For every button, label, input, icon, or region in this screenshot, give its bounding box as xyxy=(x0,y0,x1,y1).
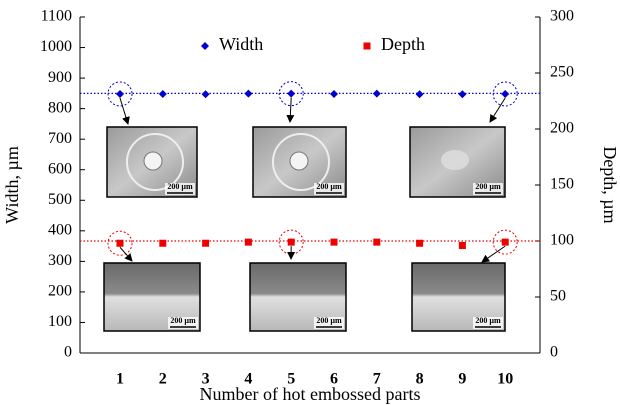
y-tick-label: 500 xyxy=(48,191,72,208)
inset-scale-label: 200 µm xyxy=(167,182,193,191)
y-tick-label: 0 xyxy=(64,344,72,361)
y-tick-label: 800 xyxy=(48,99,72,116)
y-axis-title: Width, µm xyxy=(2,146,22,224)
x-tick-label: 6 xyxy=(330,371,338,388)
x-tick-label: 1 xyxy=(116,371,124,388)
y-tick-label: 900 xyxy=(48,69,72,86)
width-point xyxy=(201,90,210,99)
y2-tick-label: 150 xyxy=(550,176,574,193)
y2-tick-label: 250 xyxy=(550,64,574,81)
depth-point xyxy=(202,239,210,247)
legend-marker xyxy=(201,42,209,50)
callout-arrow xyxy=(119,97,130,125)
inset-core xyxy=(289,151,309,171)
inset-scale-label: 200 µm xyxy=(316,316,342,325)
width-point xyxy=(244,89,253,98)
y-tick-label: 100 xyxy=(48,313,72,330)
x-tick-label: 4 xyxy=(244,371,252,388)
x-tick-label: 9 xyxy=(458,371,466,388)
width-point xyxy=(372,89,381,98)
legend-marker xyxy=(363,42,371,50)
y-tick-label: 400 xyxy=(48,221,72,238)
callout-arrow xyxy=(489,97,506,123)
width-point xyxy=(116,89,124,98)
y-tick-label: 1100 xyxy=(41,8,72,25)
highlight-circle xyxy=(492,81,518,107)
inset-hole xyxy=(272,133,330,191)
y-tick-label: 600 xyxy=(48,160,72,177)
x-tick-label: 2 xyxy=(159,371,167,388)
highlight-circle xyxy=(107,81,133,107)
y-tick-label: 700 xyxy=(48,130,72,147)
highlight-circle xyxy=(492,229,518,255)
inset-scale-bg xyxy=(314,317,344,329)
depth-point xyxy=(116,239,124,247)
y2-tick-label: 0 xyxy=(550,344,558,361)
inset-core xyxy=(143,151,163,171)
highlight-circle xyxy=(278,229,304,255)
depth-point xyxy=(416,239,424,247)
inset-core xyxy=(441,150,469,170)
depth-point xyxy=(458,241,466,249)
x-tick-label: 8 xyxy=(416,371,424,388)
inset-hole xyxy=(126,133,184,191)
highlight-circle xyxy=(107,230,133,256)
inset-scale-label: 200 µm xyxy=(475,316,501,325)
width-point xyxy=(158,89,167,98)
y-tick-label: 300 xyxy=(48,252,72,269)
depth-point xyxy=(373,238,381,246)
width-point xyxy=(458,90,467,99)
y-tick-label: 200 xyxy=(48,283,72,300)
inset-scale-label: 200 µm xyxy=(170,316,196,325)
x-tick-label: 7 xyxy=(373,371,381,388)
legend-label: Depth xyxy=(381,34,425,54)
depth-point xyxy=(330,238,338,246)
inset-scale-bg xyxy=(165,183,195,195)
width-point xyxy=(501,89,510,98)
depth-point xyxy=(159,239,167,247)
callout-arrow xyxy=(481,245,506,263)
y2-tick-label: 100 xyxy=(550,232,574,249)
inset-scale-bg xyxy=(168,317,198,329)
inset-scale-label: 200 µm xyxy=(475,182,501,191)
callout-arrow xyxy=(119,246,133,262)
x-tick-label: 5 xyxy=(287,371,295,388)
y2-tick-label: 300 xyxy=(550,8,574,25)
x-tick-label: 10 xyxy=(497,371,513,388)
width-point xyxy=(330,89,338,98)
y2-tick-label: 200 xyxy=(550,120,574,137)
inset-scale-label: 200 µm xyxy=(316,182,342,191)
inset-image xyxy=(411,262,506,332)
depth-point xyxy=(287,238,295,246)
depth-point xyxy=(501,238,509,246)
callout-arrow xyxy=(286,97,295,123)
x-axis-title: Number of hot embossed parts xyxy=(200,384,421,404)
y2-tick-label: 50 xyxy=(550,288,566,305)
width-point xyxy=(287,89,296,98)
inset-scale-bg xyxy=(473,317,503,329)
inset-scale-bg xyxy=(473,183,503,195)
highlight-circle xyxy=(278,81,304,107)
legend-label: Width xyxy=(219,34,263,54)
depth-point xyxy=(244,238,252,246)
y-tick-label: 1000 xyxy=(40,38,72,55)
width-point xyxy=(415,90,424,99)
y2-axis-title: Depth, µm xyxy=(600,146,620,223)
x-tick-label: 3 xyxy=(202,371,210,388)
inset-scale-bg xyxy=(314,183,344,195)
